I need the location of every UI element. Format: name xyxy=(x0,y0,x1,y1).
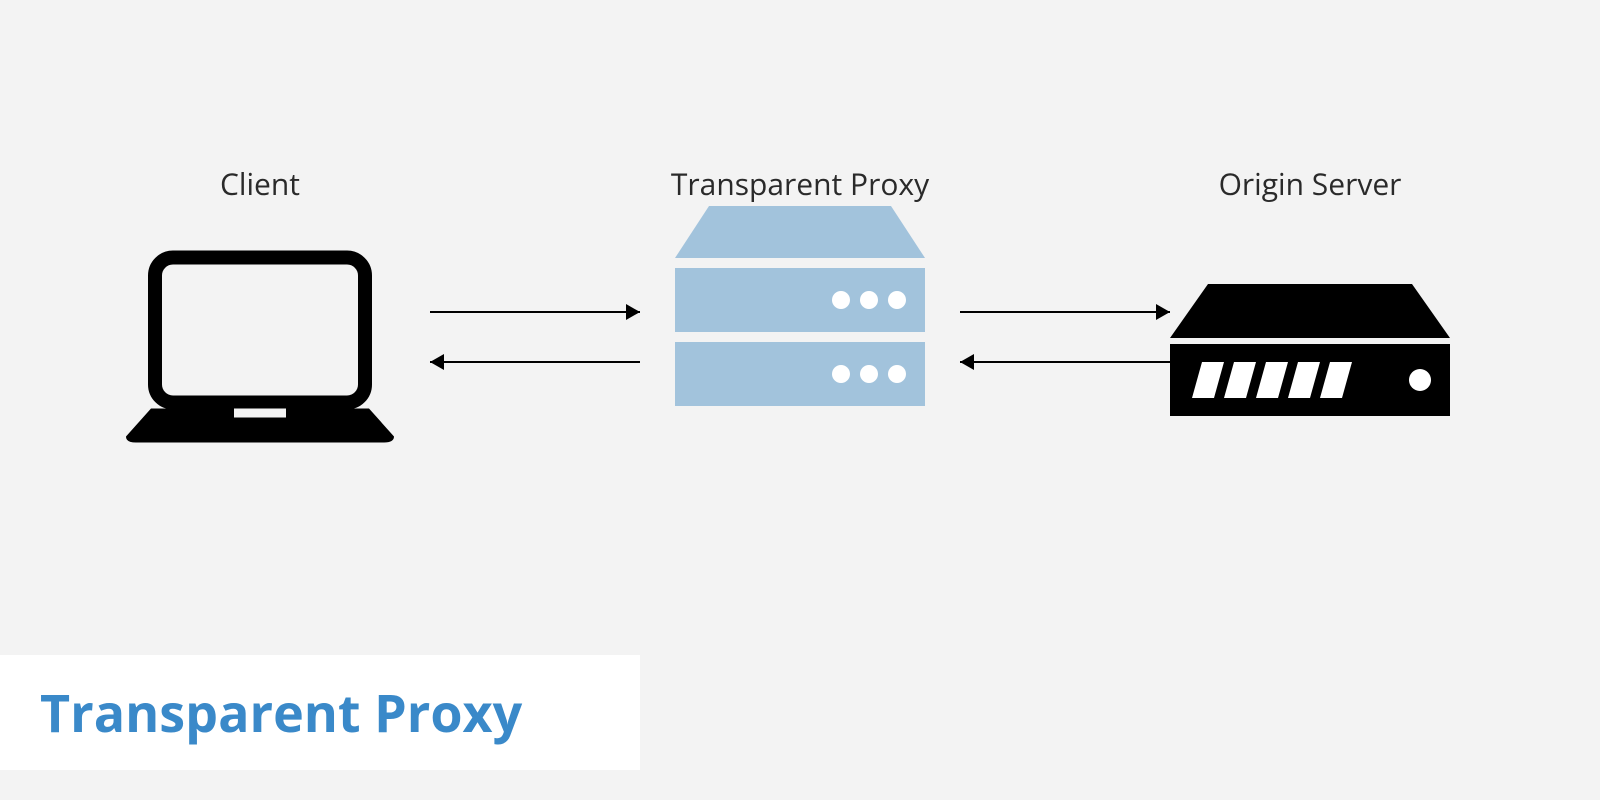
flow-arrow xyxy=(960,304,1170,320)
title-box: Transparent Proxy xyxy=(0,655,640,770)
diagram-title: Transparent Proxy xyxy=(40,677,522,748)
client-label: Client xyxy=(110,163,410,204)
flow-arrow xyxy=(960,354,1170,370)
origin-server-icon xyxy=(1170,284,1450,416)
flow-arrow xyxy=(430,354,640,370)
origin-label: Origin Server xyxy=(1160,163,1460,204)
proxy-server-icon xyxy=(675,206,925,406)
diagram-container: Client Transparent Proxy Origin Server T… xyxy=(0,0,1600,800)
laptop-icon xyxy=(126,258,394,443)
proxy-label: Transparent Proxy xyxy=(650,163,950,204)
flow-arrow xyxy=(430,304,640,320)
